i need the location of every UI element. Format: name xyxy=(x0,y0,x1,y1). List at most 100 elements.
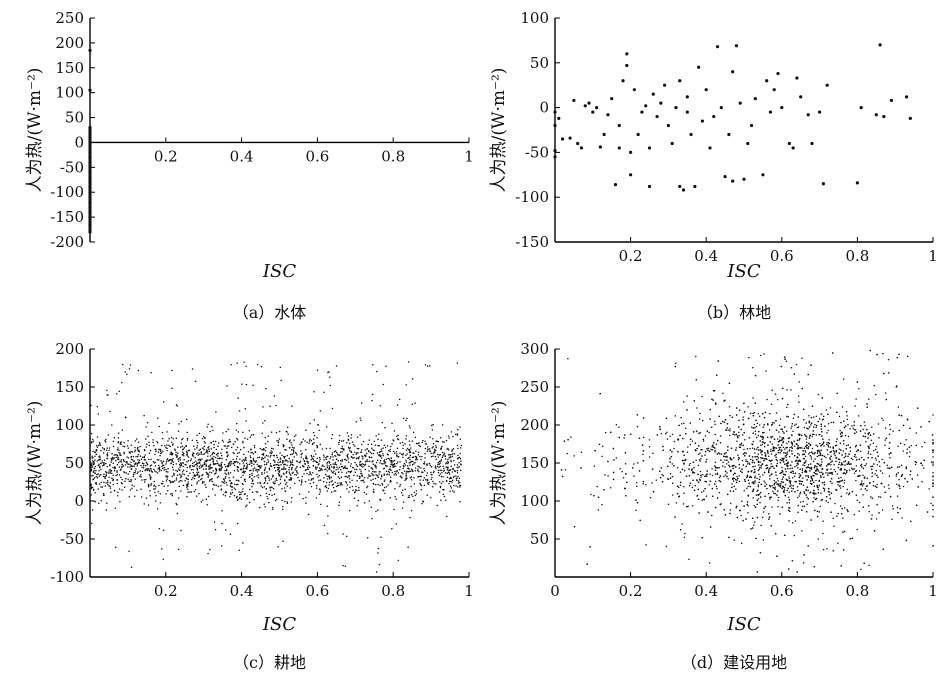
data-point xyxy=(289,473,291,475)
data-point xyxy=(932,476,934,478)
data-point xyxy=(890,496,892,498)
data-point xyxy=(285,483,287,485)
data-point xyxy=(275,405,277,407)
data-point xyxy=(265,480,267,482)
data-point xyxy=(335,462,337,464)
data-point xyxy=(347,454,349,456)
data-point xyxy=(257,491,259,493)
data-point xyxy=(418,471,420,473)
data-point xyxy=(266,493,268,495)
data-point xyxy=(752,397,754,399)
data-point xyxy=(777,480,779,482)
data-point xyxy=(860,488,862,490)
data-point xyxy=(720,106,723,109)
data-point xyxy=(712,449,714,451)
data-point xyxy=(375,484,377,486)
data-point xyxy=(360,480,362,482)
data-point xyxy=(335,463,337,465)
data-point xyxy=(342,533,344,535)
data-point xyxy=(845,453,847,455)
data-point xyxy=(739,409,741,411)
data-point xyxy=(341,483,343,485)
data-point xyxy=(818,455,820,457)
data-point xyxy=(180,477,182,479)
data-point xyxy=(845,455,847,457)
data-point xyxy=(369,500,371,502)
data-point xyxy=(403,453,405,455)
data-point xyxy=(253,463,255,465)
data-point xyxy=(133,476,135,478)
data-point xyxy=(810,444,812,446)
data-point xyxy=(619,468,621,470)
data-point xyxy=(890,99,893,102)
data-point xyxy=(299,493,301,495)
data-point xyxy=(379,405,381,407)
data-point xyxy=(807,490,809,492)
data-point xyxy=(747,505,749,507)
data-point xyxy=(736,505,738,507)
data-point xyxy=(871,518,873,520)
data-point xyxy=(274,462,276,464)
data-point xyxy=(637,414,639,416)
data-point xyxy=(764,485,766,487)
data-point xyxy=(759,469,761,471)
data-point xyxy=(758,457,760,459)
data-point xyxy=(286,465,288,467)
data-point xyxy=(789,485,791,487)
data-point xyxy=(875,113,878,116)
data-point xyxy=(649,446,651,448)
data-point xyxy=(131,468,133,470)
x-tick-label: 0.6 xyxy=(770,247,794,265)
data-point xyxy=(272,474,274,476)
data-point xyxy=(400,476,402,478)
data-point xyxy=(267,441,269,443)
data-point xyxy=(187,438,189,440)
data-point xyxy=(311,478,313,480)
data-point xyxy=(457,429,459,431)
data-point xyxy=(106,454,108,456)
data-point xyxy=(849,492,851,494)
data-point xyxy=(234,495,236,497)
data-point xyxy=(155,500,157,502)
data-point xyxy=(399,399,401,401)
data-point xyxy=(696,495,698,497)
data-point xyxy=(797,457,799,459)
data-point xyxy=(737,454,739,456)
data-point xyxy=(766,484,768,486)
data-point xyxy=(354,452,356,454)
data-point xyxy=(173,473,175,475)
data-point xyxy=(562,476,564,478)
data-point xyxy=(358,448,360,450)
data-point xyxy=(157,468,159,470)
data-point xyxy=(157,442,159,444)
data-point xyxy=(243,479,245,481)
data-point xyxy=(115,457,117,459)
data-point xyxy=(150,450,152,452)
data-point xyxy=(394,466,396,468)
data-point xyxy=(238,491,240,493)
data-point xyxy=(341,451,343,453)
data-point xyxy=(743,453,745,455)
data-point xyxy=(148,468,150,470)
data-point xyxy=(700,458,702,460)
data-point xyxy=(215,441,217,443)
data-point xyxy=(92,509,94,511)
data-point xyxy=(166,461,168,463)
data-point xyxy=(158,485,160,487)
data-point xyxy=(580,467,582,469)
data-point xyxy=(896,385,898,387)
data-point xyxy=(359,476,361,478)
data-point xyxy=(875,457,877,459)
data-point xyxy=(601,456,603,458)
data-point xyxy=(90,488,92,490)
data-point xyxy=(870,466,872,468)
data-point xyxy=(896,474,898,476)
data-point xyxy=(291,497,293,499)
data-point xyxy=(167,440,169,442)
data-point xyxy=(209,459,211,461)
data-point xyxy=(234,464,236,466)
y-tick-label: 200 xyxy=(520,416,549,434)
data-point xyxy=(175,490,177,492)
data-point xyxy=(789,456,791,458)
data-point xyxy=(902,450,904,452)
